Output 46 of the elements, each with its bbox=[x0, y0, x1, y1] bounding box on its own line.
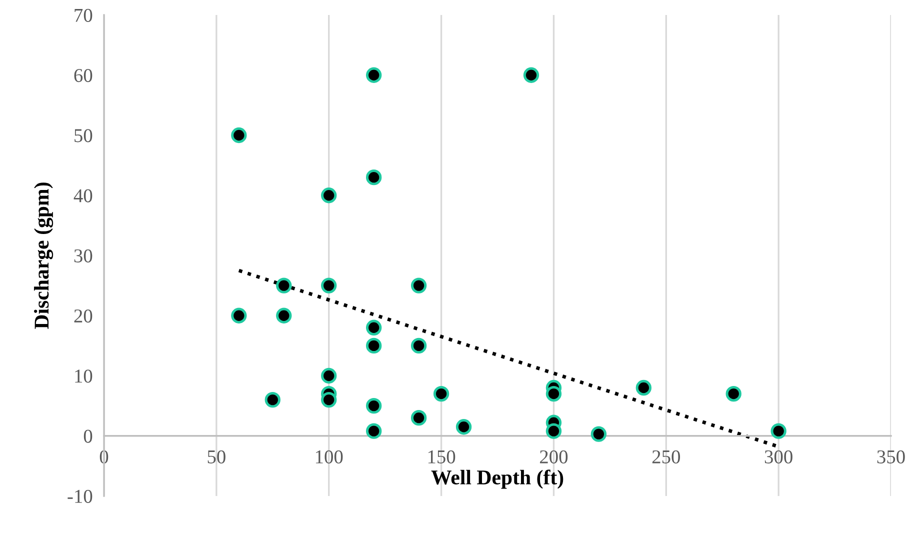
point bbox=[276, 278, 292, 294]
y-axis-title: Discharge (gpm) bbox=[34, 182, 54, 329]
point bbox=[410, 410, 427, 426]
x-tick-label: 0 bbox=[100, 450, 108, 464]
point bbox=[366, 320, 382, 336]
point bbox=[410, 338, 427, 354]
y-tick-label: 10 bbox=[75, 370, 92, 383]
point bbox=[231, 308, 247, 324]
point bbox=[433, 386, 450, 402]
point bbox=[321, 392, 337, 408]
point bbox=[321, 278, 337, 294]
point bbox=[590, 426, 607, 442]
point bbox=[456, 419, 472, 435]
point bbox=[726, 386, 742, 402]
y-tick-label: 70 bbox=[74, 8, 92, 22]
x-tick-label: 50 bbox=[208, 450, 226, 464]
point bbox=[366, 398, 382, 414]
point bbox=[410, 278, 427, 294]
point bbox=[366, 423, 382, 439]
point bbox=[546, 423, 562, 439]
y-tick-label: 20 bbox=[74, 309, 92, 323]
y-tick-label: 50 bbox=[74, 129, 92, 142]
x-tick-label: 300 bbox=[764, 450, 792, 464]
x-tick-label: 100 bbox=[316, 450, 343, 464]
y-tick-label: 40 bbox=[74, 189, 92, 202]
point bbox=[231, 127, 247, 144]
point bbox=[366, 67, 382, 83]
y-tick-label: 30 bbox=[74, 249, 92, 262]
point bbox=[264, 392, 280, 408]
point bbox=[321, 188, 337, 204]
y-tick-label: 60 bbox=[74, 68, 92, 82]
x-tick-label: 250 bbox=[652, 450, 680, 464]
x-tick-label: 350 bbox=[877, 450, 905, 464]
point bbox=[636, 380, 652, 396]
point bbox=[546, 386, 562, 402]
point bbox=[770, 423, 786, 439]
point bbox=[366, 170, 382, 186]
y-tick-label: 0 bbox=[84, 430, 92, 443]
x-tick-label: 150 bbox=[428, 450, 456, 464]
point bbox=[276, 308, 292, 324]
point bbox=[321, 368, 337, 384]
point bbox=[523, 67, 540, 83]
y-tick-label: -10 bbox=[68, 490, 92, 503]
point bbox=[366, 338, 382, 354]
x-tick-label: 200 bbox=[540, 450, 568, 464]
x-axis-title: Well Depth (ft) bbox=[431, 470, 564, 489]
